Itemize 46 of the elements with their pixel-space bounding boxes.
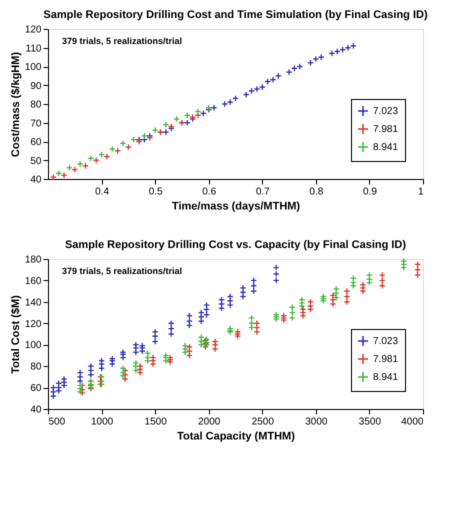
x-tick-label: 0.6: [202, 186, 217, 198]
y-tick-label: 40: [30, 174, 42, 186]
y-tick-label: 180: [24, 254, 42, 266]
y-tick-label: 60: [30, 383, 42, 394]
x-tick-label: 3500: [358, 416, 382, 428]
y-tick-label: 90: [30, 80, 42, 92]
y-tick-label: 140: [24, 297, 42, 308]
legend-label: 8.941: [373, 372, 398, 383]
legend-label: 8.941: [373, 142, 398, 153]
x-tick-label: 1000: [90, 416, 114, 428]
x-axis-title: Total Capacity (MTHM): [177, 430, 296, 442]
y-tick-label: 80: [30, 100, 42, 110]
y-tick-label: 100: [24, 340, 42, 352]
y-axis-title: Cost/mass ($/kgHM): [10, 52, 22, 158]
y-tick-label: 120: [24, 318, 42, 330]
x-tick-label: 4000: [401, 416, 424, 428]
legend-label: 7.981: [373, 354, 398, 365]
y-tick-label: 60: [30, 137, 42, 148]
y-tick-label: 70: [30, 118, 42, 130]
y-tick-label: 160: [24, 276, 42, 287]
annotation: 379 trials, 5 realizations/trial: [62, 36, 182, 46]
y-tick-label: 120: [24, 24, 42, 36]
y-tick-label: 110: [26, 43, 42, 54]
x-tick-label: 0.9: [362, 186, 378, 198]
annotation: 379 trials, 5 realizations/trial: [62, 266, 182, 276]
x-tick-label: 1: [418, 186, 424, 198]
legend-label: 7.981: [373, 124, 398, 135]
x-tick-label: 500: [48, 416, 66, 428]
x-tick-label: 1500: [144, 416, 168, 428]
x-tick-label: 2500: [252, 416, 274, 428]
y-tick-label: 80: [30, 362, 42, 373]
chart-title: Sample Repository Drilling Cost vs. Capacity (by Final Casing ID): [64, 239, 406, 251]
y-tick-label: 100: [24, 62, 42, 73]
x-tick-label: 3000: [305, 416, 328, 428]
y-tick-label: 40: [30, 404, 42, 416]
y-axis-title: Total Cost ($M): [10, 294, 22, 374]
x-tick-label: 0.4: [95, 186, 110, 198]
x-axis-title: Time/mass (days/MTHM): [172, 200, 300, 212]
y-tick-label: 50: [30, 156, 42, 167]
x-tick-label: 0.8: [309, 186, 324, 198]
chart-title: Sample Repository Drilling Cost and Time Simulation (by Final Casing ID): [43, 9, 428, 21]
x-tick-label: 2000: [198, 416, 221, 428]
x-tick-label: 0.7: [256, 186, 270, 198]
legend-label: 7.023: [373, 106, 398, 117]
legend-label: 7.023: [373, 336, 398, 347]
x-tick-label: 0.5: [148, 186, 164, 198]
